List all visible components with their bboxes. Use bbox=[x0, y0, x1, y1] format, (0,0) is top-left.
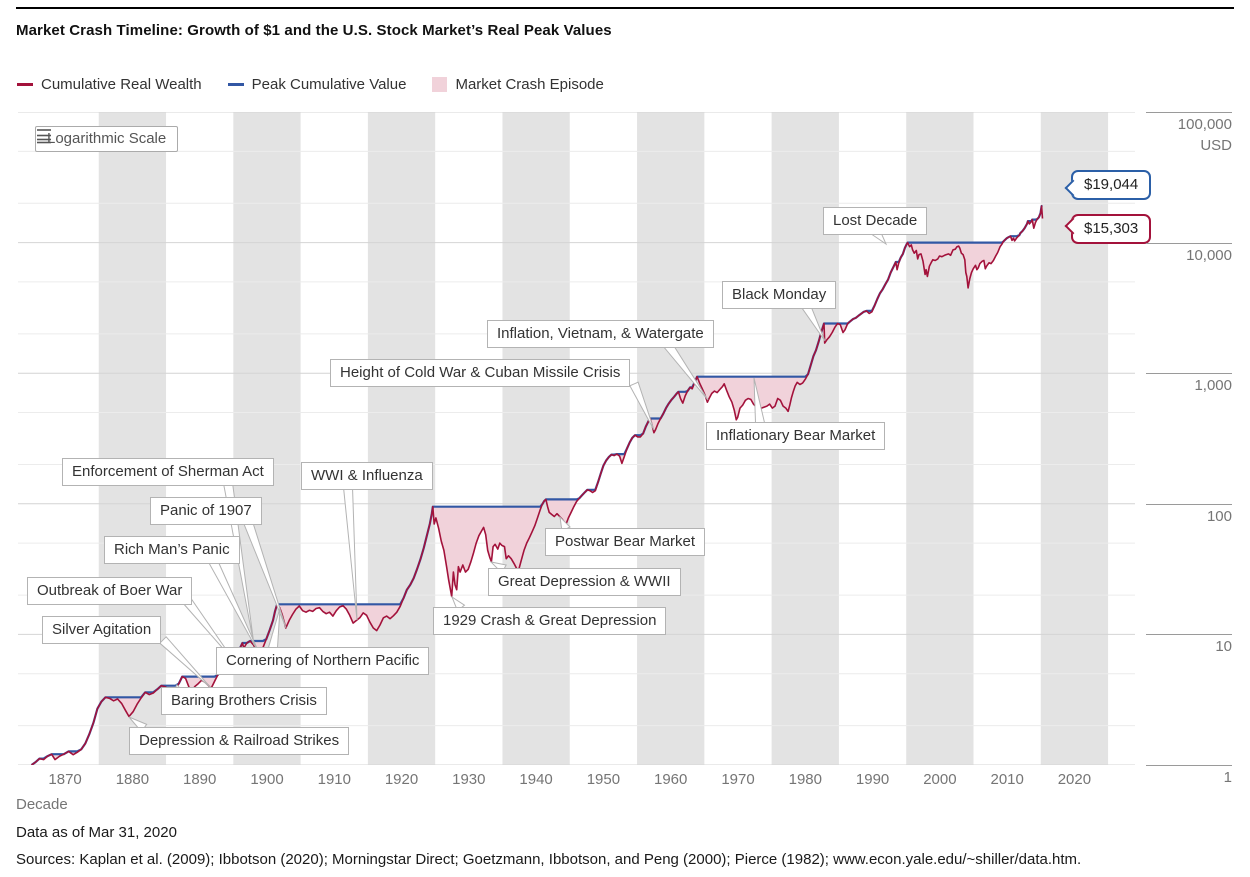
data-as-of-note: Data as of Mar 31, 2020 bbox=[16, 824, 177, 841]
annotation-rich-mans-panic: Rich Man’s Panic bbox=[104, 536, 240, 564]
annotation-silver-agitation: Silver Agitation bbox=[42, 616, 162, 644]
crash-area-swatch bbox=[432, 77, 448, 92]
y-tick-100000: 100,000 USD bbox=[1146, 112, 1232, 155]
x-tick-2000: 2000 bbox=[923, 771, 957, 788]
y-tick-10000: 10,000 bbox=[1146, 242, 1232, 265]
y-tick-10: 10 bbox=[1146, 634, 1232, 656]
x-tick-1880: 1880 bbox=[115, 771, 150, 788]
logarithmic-scale-label: Logarithmic Scale bbox=[47, 130, 167, 147]
sources-note: Sources: Kaplan et al. (2009); Ibbotson … bbox=[16, 851, 1082, 868]
x-tick-1980: 1980 bbox=[788, 771, 822, 788]
legend-label: Peak Cumulative Value bbox=[251, 76, 407, 93]
logarithmic-scale-chip[interactable]: Logarithmic Scale bbox=[35, 126, 179, 152]
page-title: Market Crash Timeline: Growth of $1 and … bbox=[16, 22, 612, 39]
y-axis: 100,000 USD 10,000 1,000 100 10 1 bbox=[1146, 112, 1232, 812]
annotation-baring-brothers: Baring Brothers Crisis bbox=[161, 687, 327, 715]
x-tick-1900: 1900 bbox=[250, 771, 284, 788]
x-tick-2020: 2020 bbox=[1057, 771, 1092, 788]
peak-value-callout: $19,044 bbox=[1064, 170, 1152, 200]
x-tick-1950: 1950 bbox=[586, 771, 621, 788]
top-rule bbox=[16, 7, 1234, 9]
end-value-callout: $15,303 bbox=[1064, 214, 1152, 244]
x-axis-title: Decade bbox=[16, 796, 68, 813]
x-axis: 1870 1880 1890 1900 1910 1920 1930 1940 1950 1960… bbox=[18, 771, 1135, 791]
legend-label: Market Crash Episode bbox=[455, 76, 604, 93]
annotation-depression-wwii: Great Depression & WWII bbox=[488, 568, 681, 596]
chart-legend: Cumulative Real Wealth Peak Cumulative V… bbox=[17, 76, 604, 93]
x-tick-1910: 1910 bbox=[317, 771, 351, 788]
x-tick-1940: 1940 bbox=[519, 771, 553, 788]
legend-item-peak-cumulative-value: Peak Cumulative Value bbox=[227, 76, 407, 93]
x-tick-1920: 1920 bbox=[384, 771, 419, 788]
x-tick-1960: 1960 bbox=[654, 771, 688, 788]
legend-label: Cumulative Real Wealth bbox=[41, 76, 202, 93]
annotation-cold-war: Height of Cold War & Cuban Missile Crisi… bbox=[330, 359, 631, 387]
legend-item-cumulative-real-wealth: Cumulative Real Wealth bbox=[17, 76, 202, 93]
legend-item-market-crash-episode: Market Crash Episode bbox=[432, 76, 604, 93]
y-tick-1: 1 bbox=[1146, 765, 1232, 787]
annotation-inflationary-bear: Inflationary Bear Market bbox=[706, 422, 886, 450]
annotation-crash-1929: 1929 Crash & Great Depression bbox=[433, 607, 667, 635]
x-tick-2010: 2010 bbox=[990, 771, 1024, 788]
annotation-northern-pacific: Cornering of Northern Pacific bbox=[216, 647, 430, 675]
annotation-boer-war: Outbreak of Boer War bbox=[27, 577, 193, 605]
annotation-railroad-strikes: Depression & Railroad Strikes bbox=[129, 727, 350, 755]
annotation-lost-decade: Lost Decade bbox=[823, 207, 928, 235]
peak-line-swatch bbox=[227, 83, 244, 86]
y-tick-100: 100 bbox=[1146, 503, 1232, 526]
annotation-sherman-act: Enforcement of Sherman Act bbox=[62, 458, 274, 486]
y-axis-unit: USD bbox=[1200, 137, 1232, 154]
end-value-label: $15,303 bbox=[1084, 220, 1139, 237]
y-tick-1000: 1,000 bbox=[1146, 373, 1232, 395]
peak-value-label: $19,044 bbox=[1084, 176, 1139, 193]
x-tick-1970: 1970 bbox=[721, 771, 755, 788]
chart-plot-area: Logarithmic Scale Silver Agitation Outbre… bbox=[18, 112, 1135, 765]
chart-svg bbox=[18, 112, 1135, 765]
x-tick-1930: 1930 bbox=[452, 771, 486, 788]
log-scale-icon bbox=[37, 129, 51, 144]
annotation-postwar-bear: Postwar Bear Market bbox=[545, 528, 706, 556]
annotation-wwi-influenza: WWI & Influenza bbox=[301, 462, 433, 490]
annotation-panic-1907: Panic of 1907 bbox=[150, 497, 262, 525]
x-tick-1890: 1890 bbox=[183, 771, 217, 788]
annotation-black-monday: Black Monday bbox=[722, 281, 837, 309]
wealth-line-swatch bbox=[17, 83, 33, 86]
annotation-inflation-vietnam: Inflation, Vietnam, & Watergate bbox=[487, 320, 714, 348]
x-tick-1870: 1870 bbox=[48, 771, 82, 788]
x-tick-1990: 1990 bbox=[855, 771, 890, 788]
